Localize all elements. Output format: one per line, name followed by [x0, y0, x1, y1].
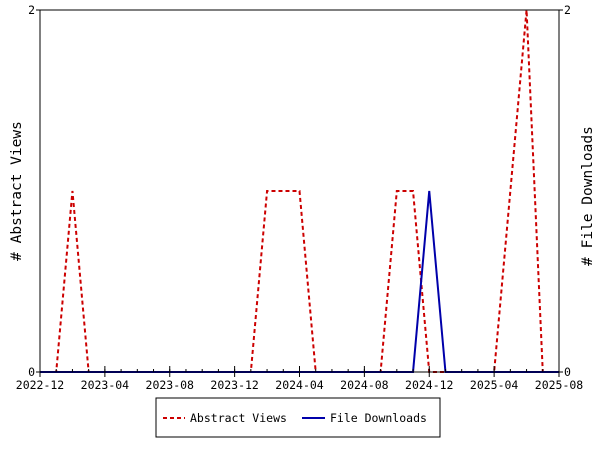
x-tick-label: 2023-12	[210, 378, 258, 392]
x-tick-label: 2025-08	[535, 378, 584, 392]
legend: Abstract Views File Downloads	[155, 397, 441, 438]
y-left-tick-label: 0	[28, 365, 35, 379]
series-line-abstract-views	[40, 9, 559, 373]
y-axis-right-title: # File Downloads	[580, 126, 596, 266]
y-right-tick-label: 2	[564, 3, 571, 17]
series-line-file-downloads	[40, 190, 559, 373]
x-tick-label: 2024-08	[340, 378, 389, 392]
x-tick-label: 2024-04	[275, 378, 324, 392]
y-left-tick-label: 2	[28, 3, 35, 17]
legend-box	[155, 397, 441, 438]
x-tick-label: 2022-12	[16, 378, 64, 392]
series-layer	[40, 9, 559, 373]
x-tick-label: 2024-12	[405, 378, 453, 392]
legend-label-abstract-views: Abstract Views	[190, 411, 287, 425]
y-right-tick-label: 0	[564, 365, 571, 379]
legend-label-file-downloads: File Downloads	[330, 411, 427, 425]
x-tick-label: 2023-04	[81, 378, 130, 392]
y-axis-left-title: # Abstract Views	[9, 121, 25, 261]
x-tick-label: 2023-08	[146, 378, 195, 392]
ticks-layer: 2022-12 2023-04 2023-08 2023-12 2024-04 2024-…	[16, 3, 584, 392]
x-tick-label: 2025-04	[470, 378, 519, 392]
